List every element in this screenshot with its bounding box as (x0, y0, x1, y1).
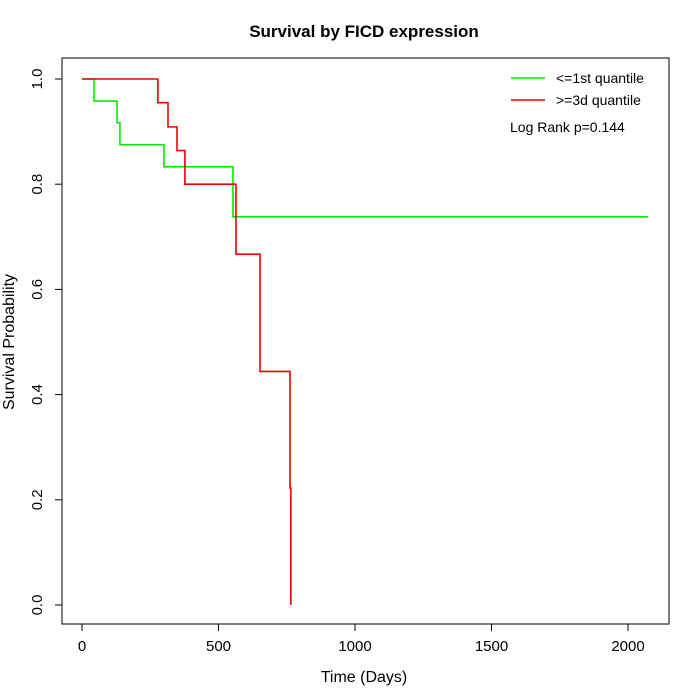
legend: <=1st quantile >=3d quantile Log Rank p=… (510, 70, 644, 135)
y-tick-label: 0.0 (29, 595, 46, 616)
x-axis: 0 500 1000 1500 2000 (78, 623, 645, 655)
y-tick-label: 1.0 (29, 69, 46, 90)
x-tick-label: 0 (78, 638, 86, 655)
legend-label-low: <=1st quantile (556, 70, 644, 86)
series-lines (82, 78, 648, 605)
x-tick-label: 500 (206, 638, 231, 655)
y-tick-label: 0.6 (29, 279, 46, 300)
x-tick-label: 2000 (611, 638, 644, 655)
logrank-annotation: Log Rank p=0.144 (510, 119, 625, 135)
y-tick-label: 0.2 (29, 489, 46, 510)
y-axis-label: Survival Probability (1, 274, 18, 410)
y-tick-label: 0.4 (29, 384, 46, 405)
chart-title: Survival by FICD expression (249, 22, 479, 41)
km-curve-low (82, 78, 648, 218)
legend-label-high: >=3d quantile (556, 92, 641, 108)
plot-frame (61, 57, 670, 625)
x-tick-label: 1500 (475, 638, 508, 655)
x-tick-label: 1000 (338, 638, 371, 655)
km-curve-high (82, 78, 292, 605)
y-axis: 0.0 0.2 0.4 0.6 0.8 1.0 (29, 69, 63, 616)
y-tick-label: 0.8 (29, 174, 46, 195)
x-axis-label: Time (Days) (321, 669, 408, 686)
